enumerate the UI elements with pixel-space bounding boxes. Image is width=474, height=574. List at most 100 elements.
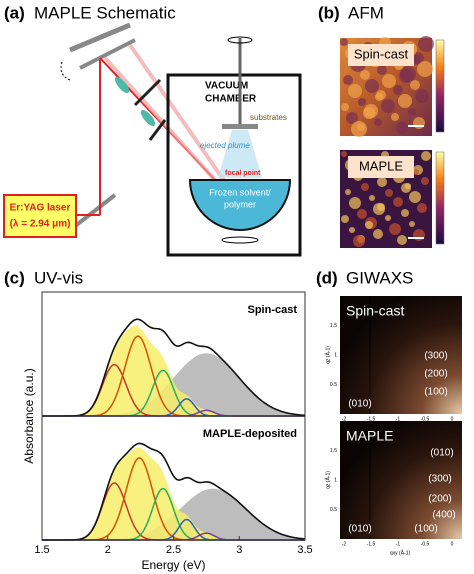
label: VACUUM [205, 81, 248, 92]
peak-label: (300) [428, 474, 451, 485]
label: MAPLE Schematic [34, 3, 176, 22]
afm-texture [382, 74, 396, 88]
label: focal point [225, 170, 261, 177]
afm-texture [381, 99, 395, 113]
image-label: Spin-cast [346, 303, 404, 319]
label: (a) [4, 3, 25, 22]
envelope [42, 442, 306, 541]
afm-texture [421, 177, 429, 185]
x-axis-label: qxy (Å-1) [390, 549, 411, 556]
label: AFM [348, 3, 384, 22]
afm-texture [369, 195, 375, 201]
x-tick-label: 3.5 [297, 544, 312, 556]
x-tick-label: -0.5 [421, 416, 430, 422]
peak-label: (100) [414, 524, 437, 535]
peak-label: (200) [428, 494, 451, 505]
afm-texture [396, 122, 408, 134]
label: (λ = 2.94 μm) [10, 219, 71, 230]
peak-label: (200) [424, 369, 447, 380]
y-axis-label: Absorbance (a.u.) [22, 368, 36, 463]
label: GIWAXS [346, 268, 413, 287]
label: Er:YAG laser [10, 203, 71, 214]
label: CHAMBER [205, 94, 257, 105]
afm-texture [385, 215, 391, 221]
schematic-g: Spin-cast MAPLE [340, 36, 445, 248]
label: substrates [250, 113, 287, 122]
afm-label-box [348, 44, 414, 66]
label: (d) [316, 268, 338, 287]
afm-texture [399, 69, 413, 83]
fit-area [42, 325, 305, 416]
afm-texture [351, 121, 367, 137]
afm-texture [389, 223, 401, 235]
x-tick-label: 2.5 [166, 544, 181, 556]
afm-texture [410, 80, 420, 90]
afm-texture [393, 197, 403, 207]
afm-texture [341, 215, 349, 223]
afm-texture [348, 84, 362, 98]
afm-texture [421, 151, 431, 161]
y-tick-label: 1 [334, 477, 337, 483]
fit-area [42, 447, 305, 540]
schematic-line [133, 78, 162, 107]
schematic-ellipse [140, 109, 156, 127]
x-tick-label: -1.5 [367, 416, 376, 422]
y-tick-label: 0.5 [330, 382, 337, 388]
schematic-line [79, 38, 136, 70]
afm-texture [409, 191, 421, 203]
afm-texture [377, 65, 387, 75]
schematic-ellipse [114, 76, 130, 94]
schematic-line [103, 56, 217, 182]
peak-label: (010) [430, 448, 453, 459]
x-tick-label: -0.5 [421, 541, 430, 547]
afm-texture [401, 209, 409, 217]
schematic-line [128, 43, 227, 184]
afm-texture [413, 229, 425, 241]
x-tick-label: 3 [236, 544, 242, 556]
label: UV-vis [34, 268, 83, 287]
y-tick-label: 0.5 [330, 507, 337, 513]
colorbar [435, 39, 445, 133]
schematic-g: Spin-cast MAPLE-deposited 1.5 2 2.5 3 3.5 Energ… [22, 291, 313, 572]
x-tick-label: -1.5 [367, 541, 376, 547]
x-tick-label: 0 [451, 541, 454, 547]
afm-texture [417, 203, 427, 213]
y-tick-label: 1.5 [330, 448, 337, 454]
schematic-line [68, 193, 117, 232]
schematic-polygon [218, 130, 262, 178]
afm-texture [357, 209, 367, 219]
afm-texture [353, 235, 365, 247]
label: polymer [224, 199, 256, 209]
label: (b) [318, 3, 340, 22]
x-tick-label: 1.5 [34, 544, 49, 556]
afm-texture [409, 221, 415, 227]
schematic-line [148, 119, 167, 141]
afm-texture [401, 183, 411, 193]
afm-label: MAPLE [359, 158, 403, 173]
x-axis-label: Energy (eV) [141, 558, 205, 572]
afm-texture [365, 221, 373, 229]
label: (c) [4, 268, 25, 287]
afm-texture [360, 70, 370, 80]
x-tick-label: -1 [396, 541, 401, 547]
afm-texture [377, 177, 387, 187]
peak-label: (010) [348, 524, 371, 535]
afm-texture [361, 183, 369, 191]
peak-label: (300) [424, 351, 447, 362]
afm-texture [393, 85, 403, 95]
giwaxs-image [340, 421, 462, 539]
afm-texture [375, 93, 383, 101]
afm-texture [408, 108, 416, 116]
afm-label-box [348, 156, 414, 178]
afm-texture [349, 227, 355, 233]
afm-texture [415, 89, 429, 103]
afm-texture [341, 103, 349, 111]
schematic-line [69, 22, 131, 53]
x-tick-label: -1 [396, 416, 401, 422]
afm-texture [373, 203, 385, 215]
afm-texture [418, 36, 434, 52]
y-tick-label: 1 [334, 352, 337, 358]
afm-texture [341, 151, 347, 157]
afm-texture [391, 113, 399, 121]
schematic-rect [166, 73, 302, 257]
